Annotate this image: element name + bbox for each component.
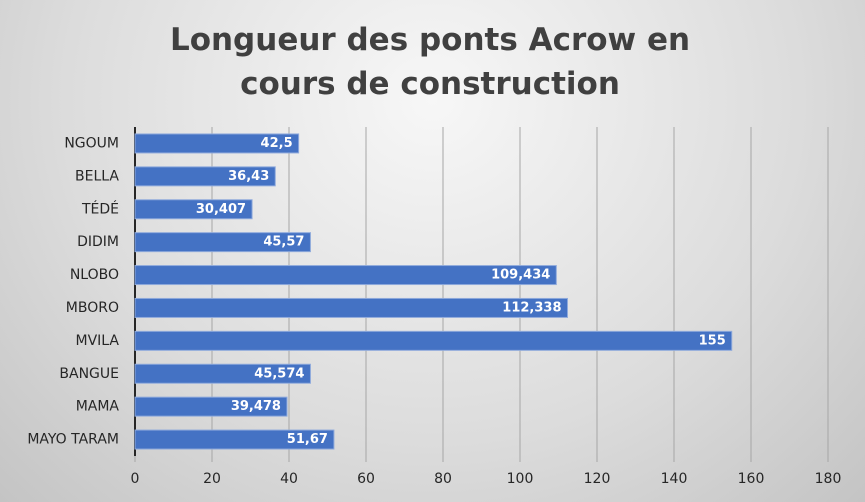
y-tick-label: TÉDÉ [81,200,119,217]
y-tick-label: MVILA [76,333,120,349]
bar [134,330,733,351]
x-tick-label: 20 [203,471,221,487]
bar [134,429,335,450]
bar [134,265,557,286]
chart-title: Longueur des ponts Acrow en cours de con… [169,22,691,102]
bar [134,396,288,417]
x-tick-label: 0 [131,471,140,487]
value-label: 30,407 [196,202,246,217]
x-tick-label: 40 [280,471,298,487]
y-tick-label: BANGUE [59,366,119,382]
bar [134,297,569,318]
value-label: 45,574 [254,366,304,381]
x-tick-label: 120 [584,471,611,487]
value-label: 112,338 [502,300,561,315]
bar [134,199,253,220]
bar [134,166,276,187]
x-tick-label: 60 [357,471,375,487]
y-tick-label: NGOUM [64,135,119,151]
value-label: 51,67 [287,432,328,447]
bar [134,363,311,384]
y-tick-label: MBORO [66,300,119,316]
bar [134,133,300,154]
value-label: 155 [699,333,726,348]
y-tick-label: DIDIM [77,234,119,250]
y-tick-label: NLOBO [70,267,119,283]
y-tick-label: MAMA [76,399,120,415]
y-tick-label: BELLA [75,168,119,184]
value-label: 36,43 [228,169,269,184]
x-tick-label: 80 [434,471,452,487]
value-label: 109,434 [491,268,550,283]
y-tick-label: MAYO TARAM [27,432,119,448]
value-label: 39,478 [231,399,281,414]
x-tick-label: 100 [507,471,534,487]
x-tick-label: 160 [738,471,765,487]
x-tick-label: 180 [815,471,842,487]
value-label: 45,57 [263,235,304,250]
bar [134,232,311,253]
value-label: 42,5 [261,136,293,151]
x-tick-label: 140 [661,471,688,487]
